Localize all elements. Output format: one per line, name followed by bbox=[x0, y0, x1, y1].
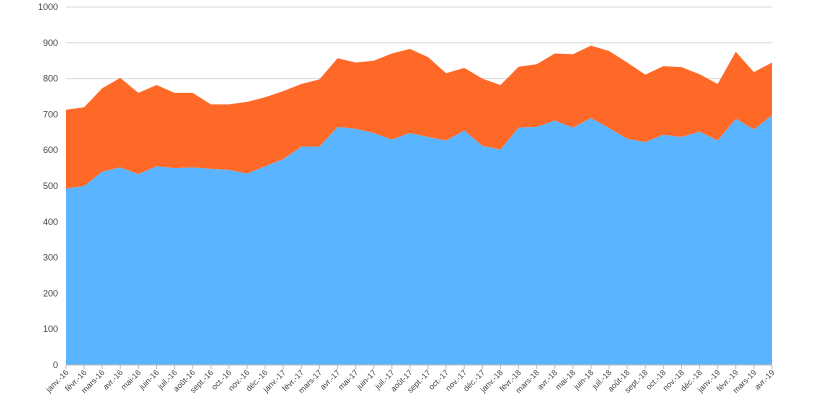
y-tick-label: 500 bbox=[43, 181, 58, 191]
x-axis-ticks: janv.-16févr.-16mars-16avr.-16mai-16juin… bbox=[44, 365, 777, 395]
series-1-area bbox=[66, 115, 772, 365]
y-tick-label: 600 bbox=[43, 145, 58, 155]
y-tick-label: 400 bbox=[43, 217, 58, 227]
y-axis-ticks: 0 100 200 300 400 500 600 700 800 900 1000 bbox=[38, 2, 58, 370]
y-tick-label: 800 bbox=[43, 74, 58, 84]
x-tick-label: juin-16 bbox=[137, 368, 161, 392]
series-2-area bbox=[66, 45, 772, 189]
y-tick-label: 100 bbox=[43, 324, 58, 334]
y-tick-label: 200 bbox=[43, 288, 58, 298]
y-tick-label: 1000 bbox=[38, 2, 58, 12]
y-tick-label: 0 bbox=[53, 360, 58, 370]
y-tick-label: 900 bbox=[43, 38, 58, 48]
x-tick-label: juin-17 bbox=[354, 368, 378, 392]
x-tick-label: juin-18 bbox=[571, 368, 595, 392]
y-tick-label: 700 bbox=[43, 109, 58, 119]
x-tick-label: avr.-19 bbox=[753, 368, 777, 392]
series-areas bbox=[66, 45, 772, 366]
y-tick-label: 300 bbox=[43, 253, 58, 263]
